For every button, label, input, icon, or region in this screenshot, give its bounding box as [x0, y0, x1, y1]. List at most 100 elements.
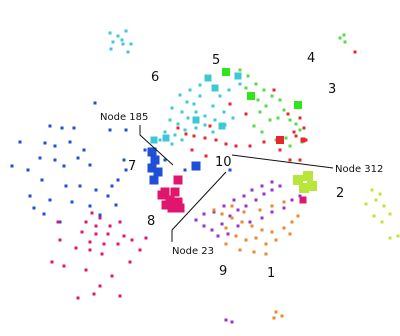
node-marker	[129, 42, 133, 46]
cluster-label-5: 5	[212, 53, 220, 68]
node-marker	[185, 100, 189, 104]
node-marker	[56, 220, 60, 224]
node-marker	[78, 184, 82, 188]
node-marker	[173, 197, 183, 207]
node-marker	[294, 134, 298, 138]
node-marker	[184, 132, 188, 136]
node-marker	[183, 128, 187, 132]
node-marker	[124, 29, 128, 33]
node-marker	[93, 101, 97, 105]
node-marker	[204, 154, 208, 158]
node-marker	[158, 138, 162, 142]
node-marker	[343, 40, 347, 44]
node-marker	[124, 128, 128, 132]
node-marker	[80, 230, 84, 234]
node-marker	[116, 178, 120, 182]
node-marker	[236, 208, 240, 212]
node-marker	[260, 130, 264, 134]
node-marker	[70, 200, 74, 204]
node-marker	[264, 104, 268, 108]
node-marker	[262, 88, 266, 92]
node-marker	[108, 128, 112, 132]
node-marker	[76, 156, 80, 160]
node-marker	[28, 194, 32, 198]
node-marker	[248, 144, 252, 148]
node-marker	[286, 112, 290, 116]
node-marker	[203, 136, 207, 140]
node-marker	[282, 206, 286, 210]
node-marker	[121, 42, 125, 46]
node-marker	[110, 274, 114, 278]
node-marker	[126, 50, 130, 54]
node-marker	[246, 74, 250, 78]
node-marker	[143, 148, 147, 152]
node-marker	[276, 116, 280, 120]
node-marker	[288, 144, 292, 148]
node-marker	[58, 220, 62, 224]
node-marker	[260, 216, 264, 220]
node-marker	[48, 198, 52, 202]
node-marker	[208, 124, 212, 128]
node-marker	[98, 216, 102, 220]
node-marker	[72, 126, 76, 130]
node-marker	[167, 203, 177, 213]
node-marker	[194, 126, 198, 130]
node-marker	[218, 122, 226, 130]
node-marker	[128, 260, 132, 264]
node-23-label: Node 23	[172, 246, 214, 257]
node-marker	[211, 130, 215, 134]
node-marker	[248, 220, 252, 224]
node-marker	[92, 292, 96, 296]
node-marker	[212, 210, 216, 214]
node-marker	[62, 164, 66, 168]
node-marker	[244, 238, 248, 242]
node-marker	[180, 110, 184, 114]
node-marker	[388, 236, 392, 240]
node-marker	[88, 240, 92, 244]
node-marker	[138, 248, 142, 252]
node-marker	[84, 268, 88, 272]
node-marker	[226, 232, 230, 236]
node-marker	[188, 88, 192, 92]
node-marker	[48, 124, 52, 128]
node-marker	[250, 224, 254, 228]
node-185-label: Node 185	[100, 112, 148, 123]
node-marker	[176, 122, 180, 126]
node-marker	[82, 148, 86, 152]
node-marker	[163, 158, 167, 162]
node-marker	[270, 230, 274, 234]
node-marker	[18, 140, 22, 144]
node-marker	[175, 203, 185, 213]
node-marker	[94, 188, 98, 192]
node-marker	[98, 213, 102, 217]
node-marker	[288, 232, 292, 236]
node-marker	[170, 187, 180, 197]
node-marker	[278, 148, 282, 152]
node-marker	[364, 202, 368, 206]
node-marker	[111, 40, 115, 44]
node-marker	[88, 248, 92, 252]
node-marker	[120, 38, 124, 42]
node-marker	[276, 136, 284, 144]
node-marker	[60, 126, 64, 130]
node-marker	[230, 204, 234, 208]
node-marker	[264, 252, 268, 256]
node-marker	[242, 194, 246, 198]
node-marker	[10, 164, 14, 168]
node-marker	[338, 36, 342, 40]
node-marker	[165, 195, 175, 205]
node-marker	[68, 140, 72, 144]
node-marker	[304, 138, 308, 142]
node-marker	[234, 72, 242, 80]
node-marker	[268, 118, 272, 122]
node-marker	[153, 167, 163, 177]
node-marker	[213, 118, 217, 122]
node-marker	[203, 114, 207, 118]
cluster-label-7: 7	[128, 159, 136, 174]
node-marker	[272, 88, 276, 92]
node-marker	[74, 246, 78, 250]
node-marker	[108, 31, 112, 35]
node-marker	[270, 180, 274, 184]
node-marker	[298, 116, 302, 120]
callout-leaders	[139, 125, 334, 242]
